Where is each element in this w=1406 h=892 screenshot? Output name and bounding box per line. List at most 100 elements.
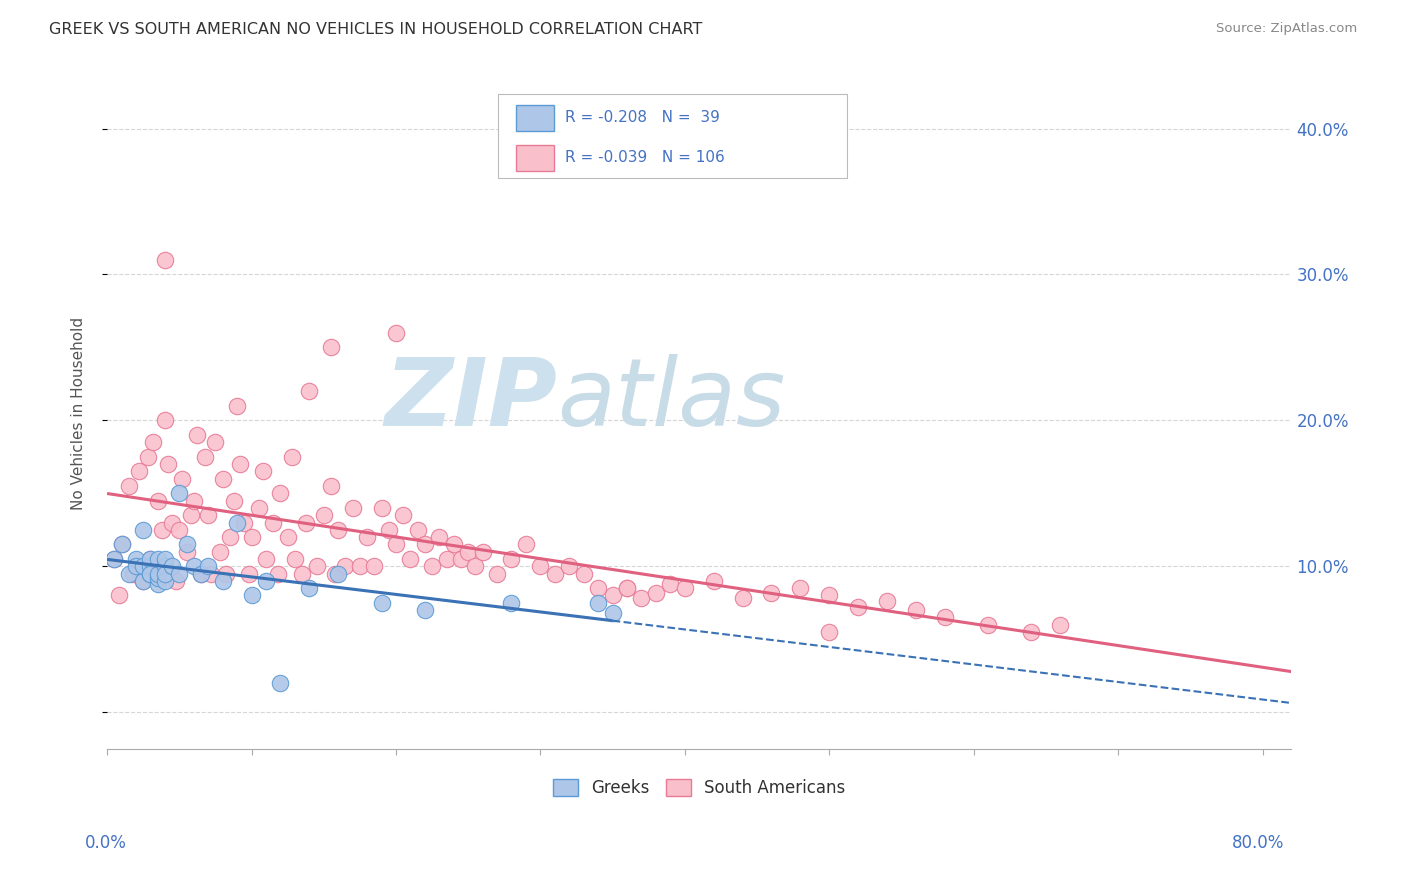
Point bbox=[139, 559, 162, 574]
Point bbox=[471, 545, 494, 559]
Point bbox=[208, 545, 231, 559]
Point bbox=[761, 585, 783, 599]
Point bbox=[846, 600, 869, 615]
Point bbox=[319, 479, 342, 493]
Point bbox=[356, 530, 378, 544]
Point bbox=[224, 493, 246, 508]
Point bbox=[377, 523, 399, 537]
Point bbox=[204, 435, 226, 450]
Point bbox=[262, 516, 284, 530]
Point bbox=[977, 617, 1000, 632]
Point bbox=[305, 559, 328, 574]
Point bbox=[142, 435, 165, 450]
Point bbox=[281, 450, 304, 464]
Point bbox=[183, 559, 205, 574]
Point bbox=[789, 581, 811, 595]
Point bbox=[150, 523, 173, 537]
Point bbox=[128, 465, 150, 479]
Point bbox=[122, 566, 145, 581]
Text: ZIP: ZIP bbox=[384, 353, 557, 446]
Point bbox=[176, 537, 198, 551]
Legend: Greeks, South Americans: Greeks, South Americans bbox=[546, 772, 852, 805]
Point bbox=[323, 566, 346, 581]
Point bbox=[252, 465, 274, 479]
Point bbox=[110, 537, 132, 551]
Point bbox=[153, 552, 176, 566]
Point bbox=[616, 581, 638, 595]
Point bbox=[427, 530, 450, 544]
Point bbox=[544, 566, 567, 581]
Point bbox=[180, 508, 202, 523]
Point bbox=[406, 523, 429, 537]
Text: 0.0%: 0.0% bbox=[84, 834, 127, 852]
Point bbox=[211, 574, 233, 588]
Point bbox=[132, 574, 155, 588]
Point bbox=[328, 523, 350, 537]
Point bbox=[399, 552, 422, 566]
Point bbox=[190, 566, 212, 581]
Point bbox=[254, 574, 277, 588]
Point bbox=[1049, 617, 1071, 632]
FancyBboxPatch shape bbox=[516, 145, 554, 171]
Point bbox=[197, 559, 219, 574]
Point bbox=[139, 566, 162, 581]
Point bbox=[659, 577, 682, 591]
Point bbox=[328, 566, 350, 581]
Point bbox=[515, 537, 537, 551]
Point bbox=[214, 566, 236, 581]
Point bbox=[132, 559, 155, 574]
Point bbox=[413, 603, 436, 617]
Point bbox=[160, 516, 183, 530]
Point bbox=[934, 610, 956, 624]
Y-axis label: No Vehicles in Household: No Vehicles in Household bbox=[72, 317, 86, 509]
FancyBboxPatch shape bbox=[516, 104, 554, 131]
Point bbox=[266, 566, 288, 581]
Point bbox=[586, 596, 609, 610]
Point bbox=[160, 559, 183, 574]
Point bbox=[558, 559, 581, 574]
Point bbox=[146, 552, 169, 566]
Point bbox=[169, 566, 191, 581]
Point bbox=[501, 552, 523, 566]
Point bbox=[630, 591, 652, 606]
Point bbox=[153, 252, 176, 267]
Point bbox=[413, 537, 436, 551]
Point bbox=[385, 326, 408, 340]
Point bbox=[818, 589, 841, 603]
Point bbox=[602, 589, 624, 603]
Point bbox=[673, 581, 696, 595]
Point bbox=[295, 516, 318, 530]
Point bbox=[269, 676, 291, 690]
Point bbox=[146, 571, 169, 585]
Point bbox=[226, 516, 249, 530]
Text: R = -0.208   N =  39: R = -0.208 N = 39 bbox=[565, 111, 720, 125]
Point bbox=[146, 566, 169, 581]
Point bbox=[363, 559, 385, 574]
Point bbox=[298, 581, 321, 595]
Point bbox=[616, 581, 638, 595]
Point bbox=[139, 566, 162, 581]
Point bbox=[240, 530, 263, 544]
Point bbox=[211, 472, 233, 486]
Point bbox=[904, 603, 927, 617]
Point bbox=[818, 624, 841, 639]
Point bbox=[392, 508, 415, 523]
Point bbox=[172, 472, 194, 486]
Point bbox=[486, 566, 509, 581]
Point bbox=[125, 559, 148, 574]
Point bbox=[385, 537, 408, 551]
Point bbox=[464, 559, 486, 574]
Point bbox=[602, 606, 624, 620]
Point bbox=[254, 552, 277, 566]
Point bbox=[586, 581, 609, 595]
Point bbox=[284, 552, 307, 566]
Point bbox=[247, 500, 270, 515]
Point bbox=[153, 413, 176, 427]
Point bbox=[436, 552, 458, 566]
Point bbox=[107, 589, 129, 603]
Text: GREEK VS SOUTH AMERICAN NO VEHICLES IN HOUSEHOLD CORRELATION CHART: GREEK VS SOUTH AMERICAN NO VEHICLES IN H… bbox=[49, 22, 703, 37]
Point bbox=[319, 340, 342, 354]
Point bbox=[110, 537, 132, 551]
FancyBboxPatch shape bbox=[498, 95, 848, 178]
Point bbox=[233, 516, 256, 530]
